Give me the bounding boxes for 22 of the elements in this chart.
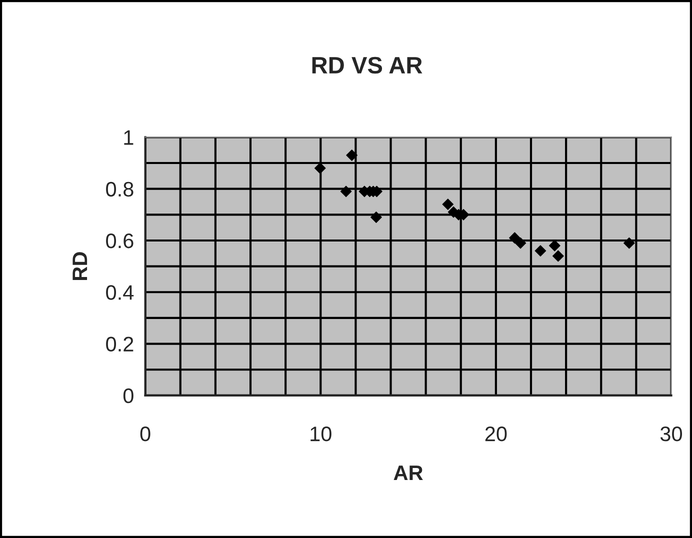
- point: [623, 237, 635, 249]
- point: [370, 212, 382, 223]
- point: [442, 198, 454, 210]
- point: [340, 186, 352, 198]
- y-tick-label: 0.8: [106, 182, 134, 197]
- x-tick-label: 20: [485, 426, 507, 442]
- y-tick-label: 0.2: [106, 336, 134, 352]
- y-tick-label: 0.4: [106, 285, 134, 300]
- y-tick-label: 0: [123, 388, 134, 404]
- y-tick-label: 1: [124, 130, 134, 145]
- x-tick-label: 30: [660, 426, 682, 442]
- x-axis-title: AR: [394, 466, 423, 480]
- chart-title: RD VS AR: [312, 56, 422, 74]
- point: [514, 237, 526, 249]
- point: [346, 150, 358, 161]
- y-tick-label: 0.6: [106, 233, 134, 248]
- y-axis-title: RD: [72, 252, 88, 280]
- x-tick-label: 10: [310, 426, 332, 442]
- point: [552, 250, 564, 262]
- point: [534, 245, 546, 256]
- x-tick-label: 0: [140, 426, 150, 442]
- point: [509, 232, 520, 244]
